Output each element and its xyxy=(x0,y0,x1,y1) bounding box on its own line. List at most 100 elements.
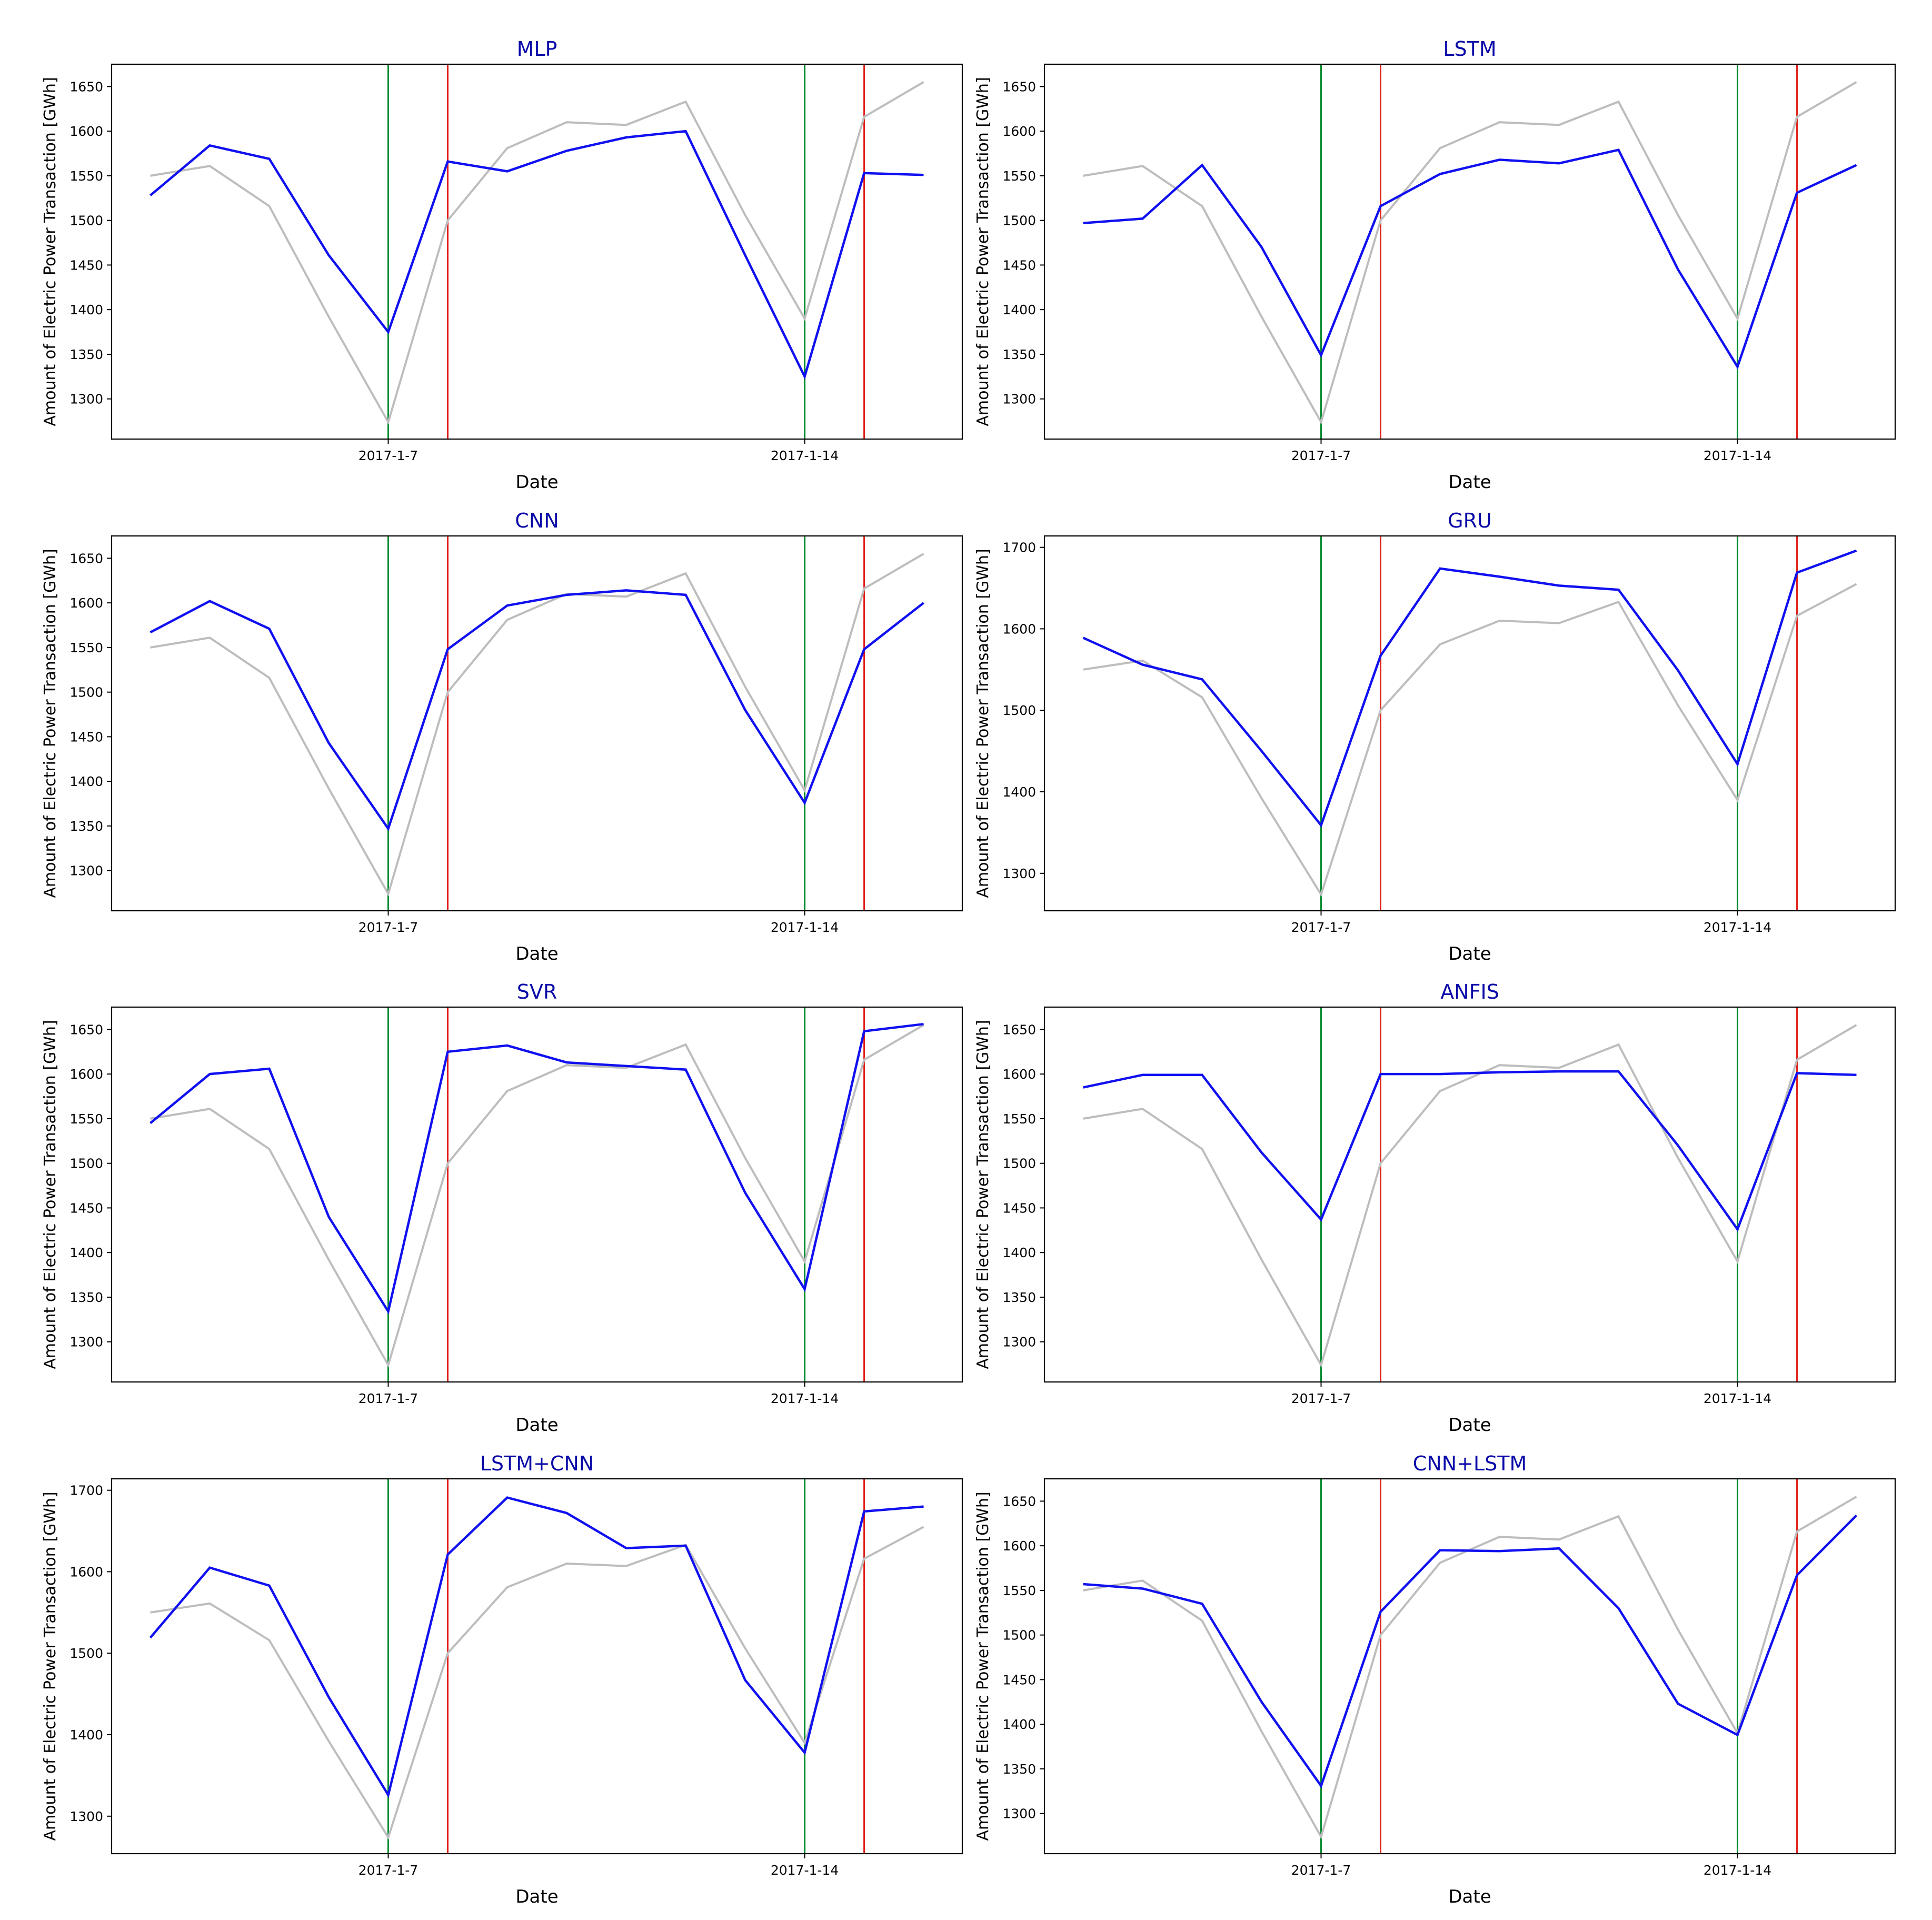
y-tick-label: 1600 xyxy=(69,1564,103,1579)
chart-title: CNN xyxy=(515,509,559,532)
y-tick-label: 1550 xyxy=(69,168,103,184)
y-axis-label: Amount of Electric Power Transaction [GW… xyxy=(41,549,59,898)
chart-panel-anfis: ANFIS 1300 1350 1400 1450 1500 1550 1600 1650 201… xyxy=(974,980,1896,1436)
predicted-series-line xyxy=(1083,1070,1857,1232)
y-tick-label: 1300 xyxy=(1002,1335,1036,1350)
plot-area xyxy=(150,64,924,439)
predicted-series-line xyxy=(1083,1514,1858,1789)
chart-title: LSTM+CNN xyxy=(480,1452,594,1475)
actual-series-line xyxy=(150,81,924,425)
y-tick-label: 1500 xyxy=(1002,1156,1036,1171)
chart-title: CNN+LSTM xyxy=(1413,1452,1527,1475)
y-tick-label: 1650 xyxy=(1002,1022,1036,1037)
x-tick-label: 2017-1-14 xyxy=(771,920,839,935)
axes-frame xyxy=(111,1006,963,1383)
y-tick-label: 1600 xyxy=(69,595,103,611)
y-tick-label: 1400 xyxy=(69,1727,103,1743)
actual-series-line xyxy=(1083,1024,1857,1368)
x-axis-label: Date xyxy=(515,943,558,964)
actual-series-line xyxy=(150,1024,924,1368)
y-tick-label: 1300 xyxy=(69,1335,103,1350)
y-tick-label: 1400 xyxy=(1002,1245,1036,1260)
y-tick-label: 1450 xyxy=(1002,1672,1036,1687)
y-tick-label: 1600 xyxy=(1002,621,1036,636)
y-tick-label: 1500 xyxy=(69,1156,103,1171)
chart-title: ANFIS xyxy=(1440,980,1499,1003)
y-tick-label: 1300 xyxy=(69,392,103,407)
y-axis-label: Amount of Electric Power Transaction [GW… xyxy=(41,77,59,426)
y-tick-label: 1600 xyxy=(1002,124,1036,139)
plot-area xyxy=(1083,1479,1858,1854)
actual-series-line xyxy=(1083,583,1857,897)
plot-area xyxy=(1083,64,1857,439)
y-tick-label: 1550 xyxy=(1002,1111,1036,1127)
y-tick-label: 1450 xyxy=(1002,257,1036,273)
y-tick-label: 1300 xyxy=(1002,1806,1036,1822)
y-tick-label: 1650 xyxy=(1002,79,1036,94)
chart-title: LSTM xyxy=(1443,37,1496,61)
y-tick-label: 1450 xyxy=(69,729,103,744)
predicted-series-line xyxy=(150,130,924,380)
y-tick-label: 1550 xyxy=(69,640,103,655)
y-tick-label: 1600 xyxy=(69,1067,103,1082)
x-axis-label: Date xyxy=(1448,943,1491,964)
actual-series-line xyxy=(1083,81,1857,425)
predicted-series-line xyxy=(149,1496,924,1798)
x-tick-label: 2017-1-7 xyxy=(1291,1391,1351,1406)
y-tick-label: 1300 xyxy=(1002,866,1036,881)
predicted-series-line xyxy=(150,1022,924,1315)
y-tick-label: 1500 xyxy=(69,1646,103,1661)
actual-series-line xyxy=(150,553,924,897)
y-tick-label: 1400 xyxy=(69,774,103,789)
x-tick-label: 2017-1-14 xyxy=(771,448,839,463)
axes-frame xyxy=(1043,1006,1896,1383)
x-tick-label: 2017-1-14 xyxy=(1704,1863,1771,1878)
y-tick-label: 1550 xyxy=(1002,168,1036,184)
x-tick-label: 2017-1-7 xyxy=(1291,448,1351,463)
chart-title: GRU xyxy=(1448,509,1492,532)
chart-panel-gru: GRU 1300 1400 1500 1600 1700 2017-1-7 2017-1-14… xyxy=(974,509,1896,964)
axes-frame xyxy=(1043,535,1896,912)
x-tick-label: 2017-1-14 xyxy=(1704,1391,1771,1406)
y-tick-label: 1300 xyxy=(1002,392,1036,407)
plot-area xyxy=(1083,1007,1857,1382)
predicted-series-line xyxy=(1082,549,1857,828)
y-tick-label: 1350 xyxy=(69,347,103,362)
x-tick-label: 2017-1-14 xyxy=(771,1391,839,1406)
x-axis-label: Date xyxy=(515,1415,558,1436)
y-tick-label: 1400 xyxy=(1002,302,1036,317)
axes-frame xyxy=(1043,1478,1896,1855)
y-tick-label: 1500 xyxy=(1002,703,1036,718)
chart-panel-lstm-cnn: LSTM+CNN 1300 1400 1500 1600 1700 2017-1-7 2017… xyxy=(41,1452,963,1907)
y-tick-label: 1500 xyxy=(69,685,103,700)
predicted-series-line xyxy=(150,589,924,831)
y-axis-label: Amount of Electric Power Transaction [GW… xyxy=(41,1491,59,1841)
y-tick-label: 1600 xyxy=(1002,1538,1036,1554)
x-axis-label: Date xyxy=(515,1886,558,1907)
actual-series-line xyxy=(1083,1496,1857,1839)
y-tick-label: 1500 xyxy=(69,213,103,228)
chart-panel-mlp: MLP 1300 1350 1400 1450 1500 1550 1600 1650 2017-… xyxy=(41,37,963,493)
plot-area xyxy=(150,536,924,911)
y-tick-label: 1350 xyxy=(69,819,103,834)
x-tick-label: 2017-1-7 xyxy=(1291,1863,1351,1878)
y-tick-label: 1400 xyxy=(1002,784,1036,800)
y-axis-label: Amount of Electric Power Transaction [GW… xyxy=(974,1020,992,1369)
y-tick-label: 1300 xyxy=(69,863,103,879)
y-tick-label: 1400 xyxy=(69,1245,103,1260)
y-tick-label: 1650 xyxy=(69,551,103,566)
chart-panel-svr: SVR 1300 1350 1400 1450 1500 1550 1600 1650 2017-… xyxy=(41,980,963,1436)
chart-panel-lstm: LSTM 1300 1350 1400 1450 1500 1550 1600 1650 2017… xyxy=(974,37,1896,493)
y-axis-label: Amount of Electric Power Transaction [GW… xyxy=(974,1491,992,1841)
y-tick-label: 1650 xyxy=(1002,1494,1036,1509)
y-tick-label: 1450 xyxy=(69,1200,103,1216)
chart-panel-cnn-lstm: CNN+LSTM 1300 1350 1400 1450 1500 1550 1600 1650… xyxy=(974,1452,1896,1907)
axes-frame xyxy=(111,535,963,912)
y-tick-label: 1650 xyxy=(69,79,103,94)
y-tick-label: 1450 xyxy=(69,257,103,273)
chart-title: MLP xyxy=(517,37,557,61)
x-tick-label: 2017-1-7 xyxy=(358,1863,418,1878)
y-tick-label: 1550 xyxy=(69,1111,103,1127)
y-axis-label: Amount of Electric Power Transaction [GW… xyxy=(974,77,992,426)
